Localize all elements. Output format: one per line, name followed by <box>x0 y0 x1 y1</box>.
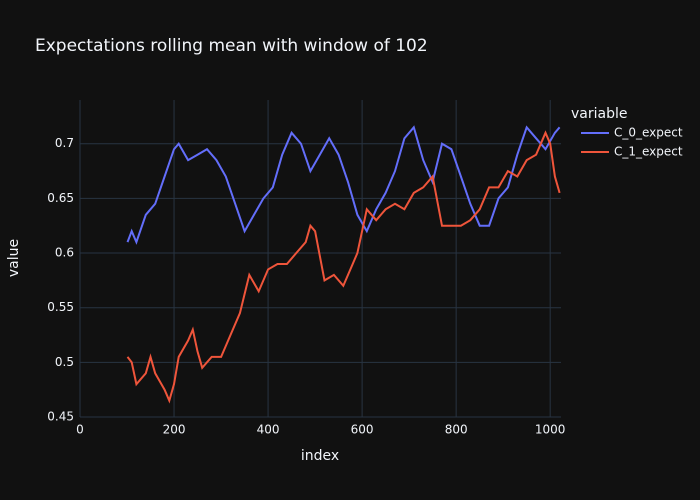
line <box>126 125 561 245</box>
y-tick-label: 0.55 <box>47 300 74 314</box>
x-tick-label: 200 <box>163 423 186 437</box>
x-axis-title: index <box>301 448 339 464</box>
y-tick-label: 0.45 <box>47 410 74 424</box>
y-tick-label: 0.7 <box>55 136 74 150</box>
x-tick-label: 600 <box>351 423 374 437</box>
y-tick-label: 0.5 <box>55 355 74 369</box>
x-tick-label: 800 <box>445 423 468 437</box>
x-tick-label: 400 <box>257 423 280 437</box>
y-tick-label: 0.6 <box>55 246 74 260</box>
line <box>126 130 561 404</box>
y-tick-label: 0.65 <box>47 191 74 205</box>
y-axis-title: value <box>6 239 22 277</box>
x-tick-label: 1000 <box>535 423 566 437</box>
legend-label: C_1_expect <box>614 145 683 159</box>
x-tick-label: 0 <box>76 423 84 437</box>
legend-title: variable <box>571 106 627 122</box>
chart-title: Expectations rolling mean with window of… <box>35 36 428 56</box>
legend-label: C_0_expect <box>614 126 683 140</box>
